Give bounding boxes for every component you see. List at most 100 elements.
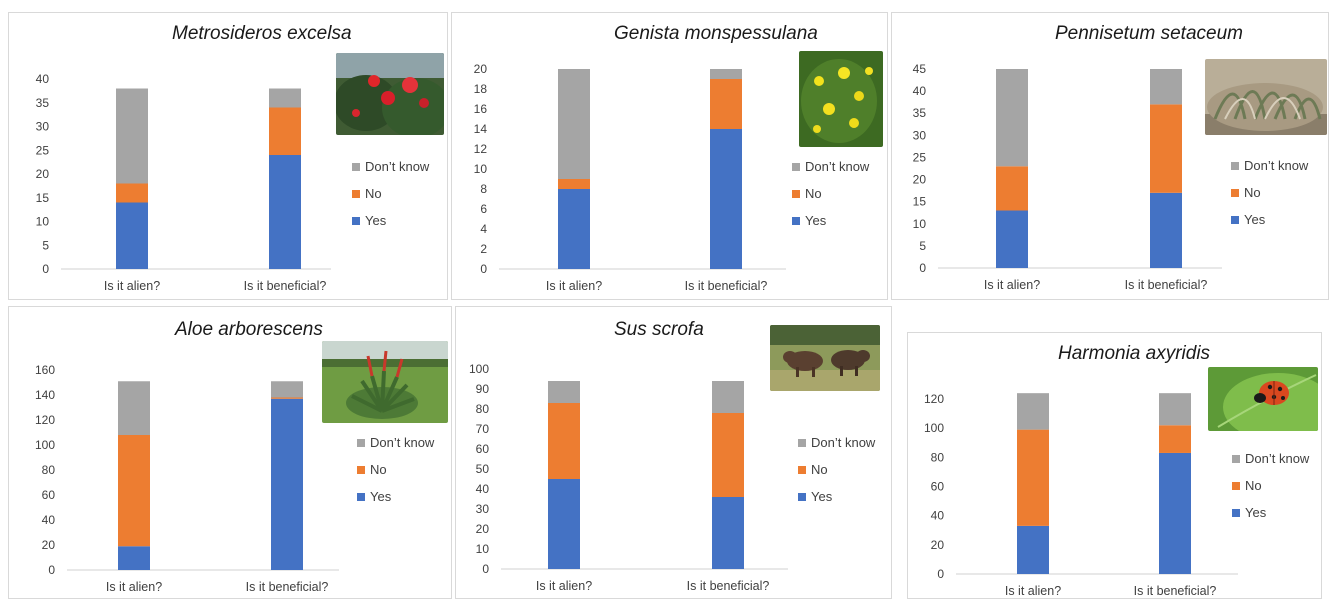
y-tick-label: 10: [913, 217, 927, 231]
bar-don-t-know-beneficial: [271, 381, 303, 398]
category-label: Is it beneficial?: [685, 279, 768, 293]
legend-swatch: [792, 163, 800, 171]
y-tick-label: 20: [474, 62, 488, 76]
category-label: Is it beneficial?: [244, 279, 327, 293]
bar-yes-beneficial: [271, 398, 303, 570]
y-tick-label: 35: [36, 96, 50, 110]
bar-no-alien: [118, 435, 150, 547]
chart-title: Metrosideros excelsa: [172, 23, 352, 44]
bar-don-t-know-beneficial: [710, 69, 742, 79]
stacked-bar-chart: 0 10 20 30 40 50 60 70 80 90 100 Is it alien? Is it …: [469, 362, 876, 593]
y-tick-label: 20: [931, 538, 945, 552]
chart-panel-genista: Genista monspessulana 0 2 4 6 8 10 12 14 16 18 20 I…: [451, 12, 888, 300]
legend-label: Don’t know: [1245, 451, 1310, 466]
y-tick-label: 30: [476, 502, 490, 516]
bar-don-t-know-beneficial: [1150, 69, 1182, 105]
y-tick-label: 40: [931, 509, 945, 523]
stacked-bar-chart: 0 2 4 6 8 10 12 14 16 18 20 Is it alien? Is it benef…: [474, 62, 870, 293]
y-tick-label: 160: [35, 363, 55, 377]
legend-swatch: [798, 466, 806, 474]
bar-don-t-know-alien: [118, 381, 150, 435]
legend-label: Yes: [1244, 212, 1266, 227]
bar-yes-beneficial: [710, 129, 742, 269]
legend-label: No: [1244, 185, 1261, 200]
legend-swatch: [798, 493, 806, 501]
legend-swatch: [357, 439, 365, 447]
bar-yes-alien: [558, 189, 590, 269]
legend-swatch: [1232, 509, 1240, 517]
legend-swatch: [1231, 216, 1239, 224]
legend-label: No: [805, 186, 822, 201]
stacked-bar-chart: 0 20 40 60 80 100 120 140 160 Is it alien? Is it b…: [35, 363, 435, 594]
ladybird-photo-icon: [1208, 367, 1318, 431]
wild-boar-photo-icon: [770, 325, 880, 391]
legend-label: No: [370, 462, 387, 477]
y-tick-label: 16: [474, 102, 488, 116]
y-tick-label: 40: [913, 84, 927, 98]
bar-don-t-know-beneficial: [712, 381, 744, 413]
y-tick-label: 20: [36, 167, 50, 181]
legend-label: Yes: [811, 489, 833, 504]
chart-panel-metrosideros: Metrosideros excelsa 0 5 10 15 20 25 30 35 40 Is …: [8, 12, 448, 300]
y-tick-label: 30: [36, 120, 50, 134]
bar-no-beneficial: [1150, 104, 1182, 193]
y-tick-label: 120: [924, 392, 944, 406]
y-tick-label: 5: [919, 239, 926, 253]
chart-title: Aloe arborescens: [175, 319, 323, 340]
y-tick-label: 25: [36, 143, 50, 157]
stacked-bar-chart: 0 5 10 15 20 25 30 35 40 Is it alien? Is it benefi…: [36, 72, 430, 293]
category-label: Is it beneficial?: [246, 580, 329, 594]
red-flowers-photo-icon: [336, 53, 444, 135]
y-tick-label: 10: [476, 542, 490, 556]
bar-yes-alien: [116, 202, 148, 269]
legend-label: Don’t know: [1244, 158, 1309, 173]
bar-yes-beneficial: [1159, 452, 1191, 574]
legend-label: No: [365, 186, 382, 201]
y-tick-label: 20: [913, 173, 927, 187]
legend-swatch: [352, 217, 360, 225]
y-tick-label: 30: [913, 128, 927, 142]
category-label: Is it beneficial?: [1125, 278, 1208, 292]
stacked-bar-chart: 0 5 10 15 20 25 30 35 40 45 Is it alien? Is it bene…: [913, 62, 1309, 292]
bar-don-t-know-beneficial: [269, 88, 301, 108]
legend-swatch: [352, 190, 360, 198]
bar-don-t-know-alien: [116, 88, 148, 184]
bar-no-alien: [558, 179, 590, 189]
y-tick-label: 0: [480, 262, 487, 276]
bar-no-alien: [996, 166, 1028, 211]
y-tick-label: 120: [35, 413, 55, 427]
legend-swatch: [792, 217, 800, 225]
y-tick-label: 4: [480, 222, 487, 236]
y-tick-label: 5: [42, 238, 49, 252]
chart-title: Harmonia axyridis: [1058, 343, 1211, 364]
y-tick-label: 18: [474, 82, 488, 96]
bar-don-t-know-beneficial: [1159, 393, 1191, 426]
y-tick-label: 0: [919, 261, 926, 275]
bar-no-alien: [1017, 429, 1049, 526]
y-tick-label: 60: [476, 442, 490, 456]
bar-yes-alien: [548, 479, 580, 569]
y-tick-label: 35: [913, 106, 927, 120]
legend-label: Don’t know: [370, 435, 435, 450]
y-tick-label: 0: [937, 567, 944, 581]
y-tick-label: 100: [469, 362, 489, 376]
legend-swatch: [352, 163, 360, 171]
category-label: Is it alien?: [536, 579, 592, 593]
chart-panel-pennisetum: Pennisetum setaceum 0 5 10 15 20 25 30 35 40 45 Is…: [891, 12, 1329, 300]
y-tick-label: 90: [476, 382, 490, 396]
y-tick-label: 15: [36, 191, 50, 205]
bar-no-beneficial: [712, 413, 744, 497]
y-tick-label: 6: [480, 202, 487, 216]
bar-no-beneficial: [710, 79, 742, 129]
y-tick-label: 70: [476, 422, 490, 436]
y-tick-label: 140: [35, 388, 55, 402]
legend-swatch: [357, 493, 365, 501]
bar-no-beneficial: [269, 107, 301, 155]
legend-label: Yes: [370, 489, 392, 504]
y-tick-label: 20: [42, 538, 56, 552]
y-tick-label: 100: [924, 421, 944, 435]
category-label: Is it beneficial?: [687, 579, 770, 593]
legend-swatch: [1231, 189, 1239, 197]
legend-swatch: [798, 439, 806, 447]
y-tick-label: 40: [42, 513, 56, 527]
